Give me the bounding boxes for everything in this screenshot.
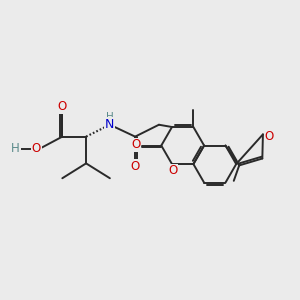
Text: O: O xyxy=(131,138,141,152)
Text: O: O xyxy=(32,142,41,155)
Text: O: O xyxy=(265,130,274,143)
Text: O: O xyxy=(130,160,140,173)
Text: O: O xyxy=(168,164,177,177)
Text: N: N xyxy=(105,118,115,131)
Text: H: H xyxy=(106,112,114,122)
Text: O: O xyxy=(58,100,67,113)
Text: H: H xyxy=(11,142,20,155)
